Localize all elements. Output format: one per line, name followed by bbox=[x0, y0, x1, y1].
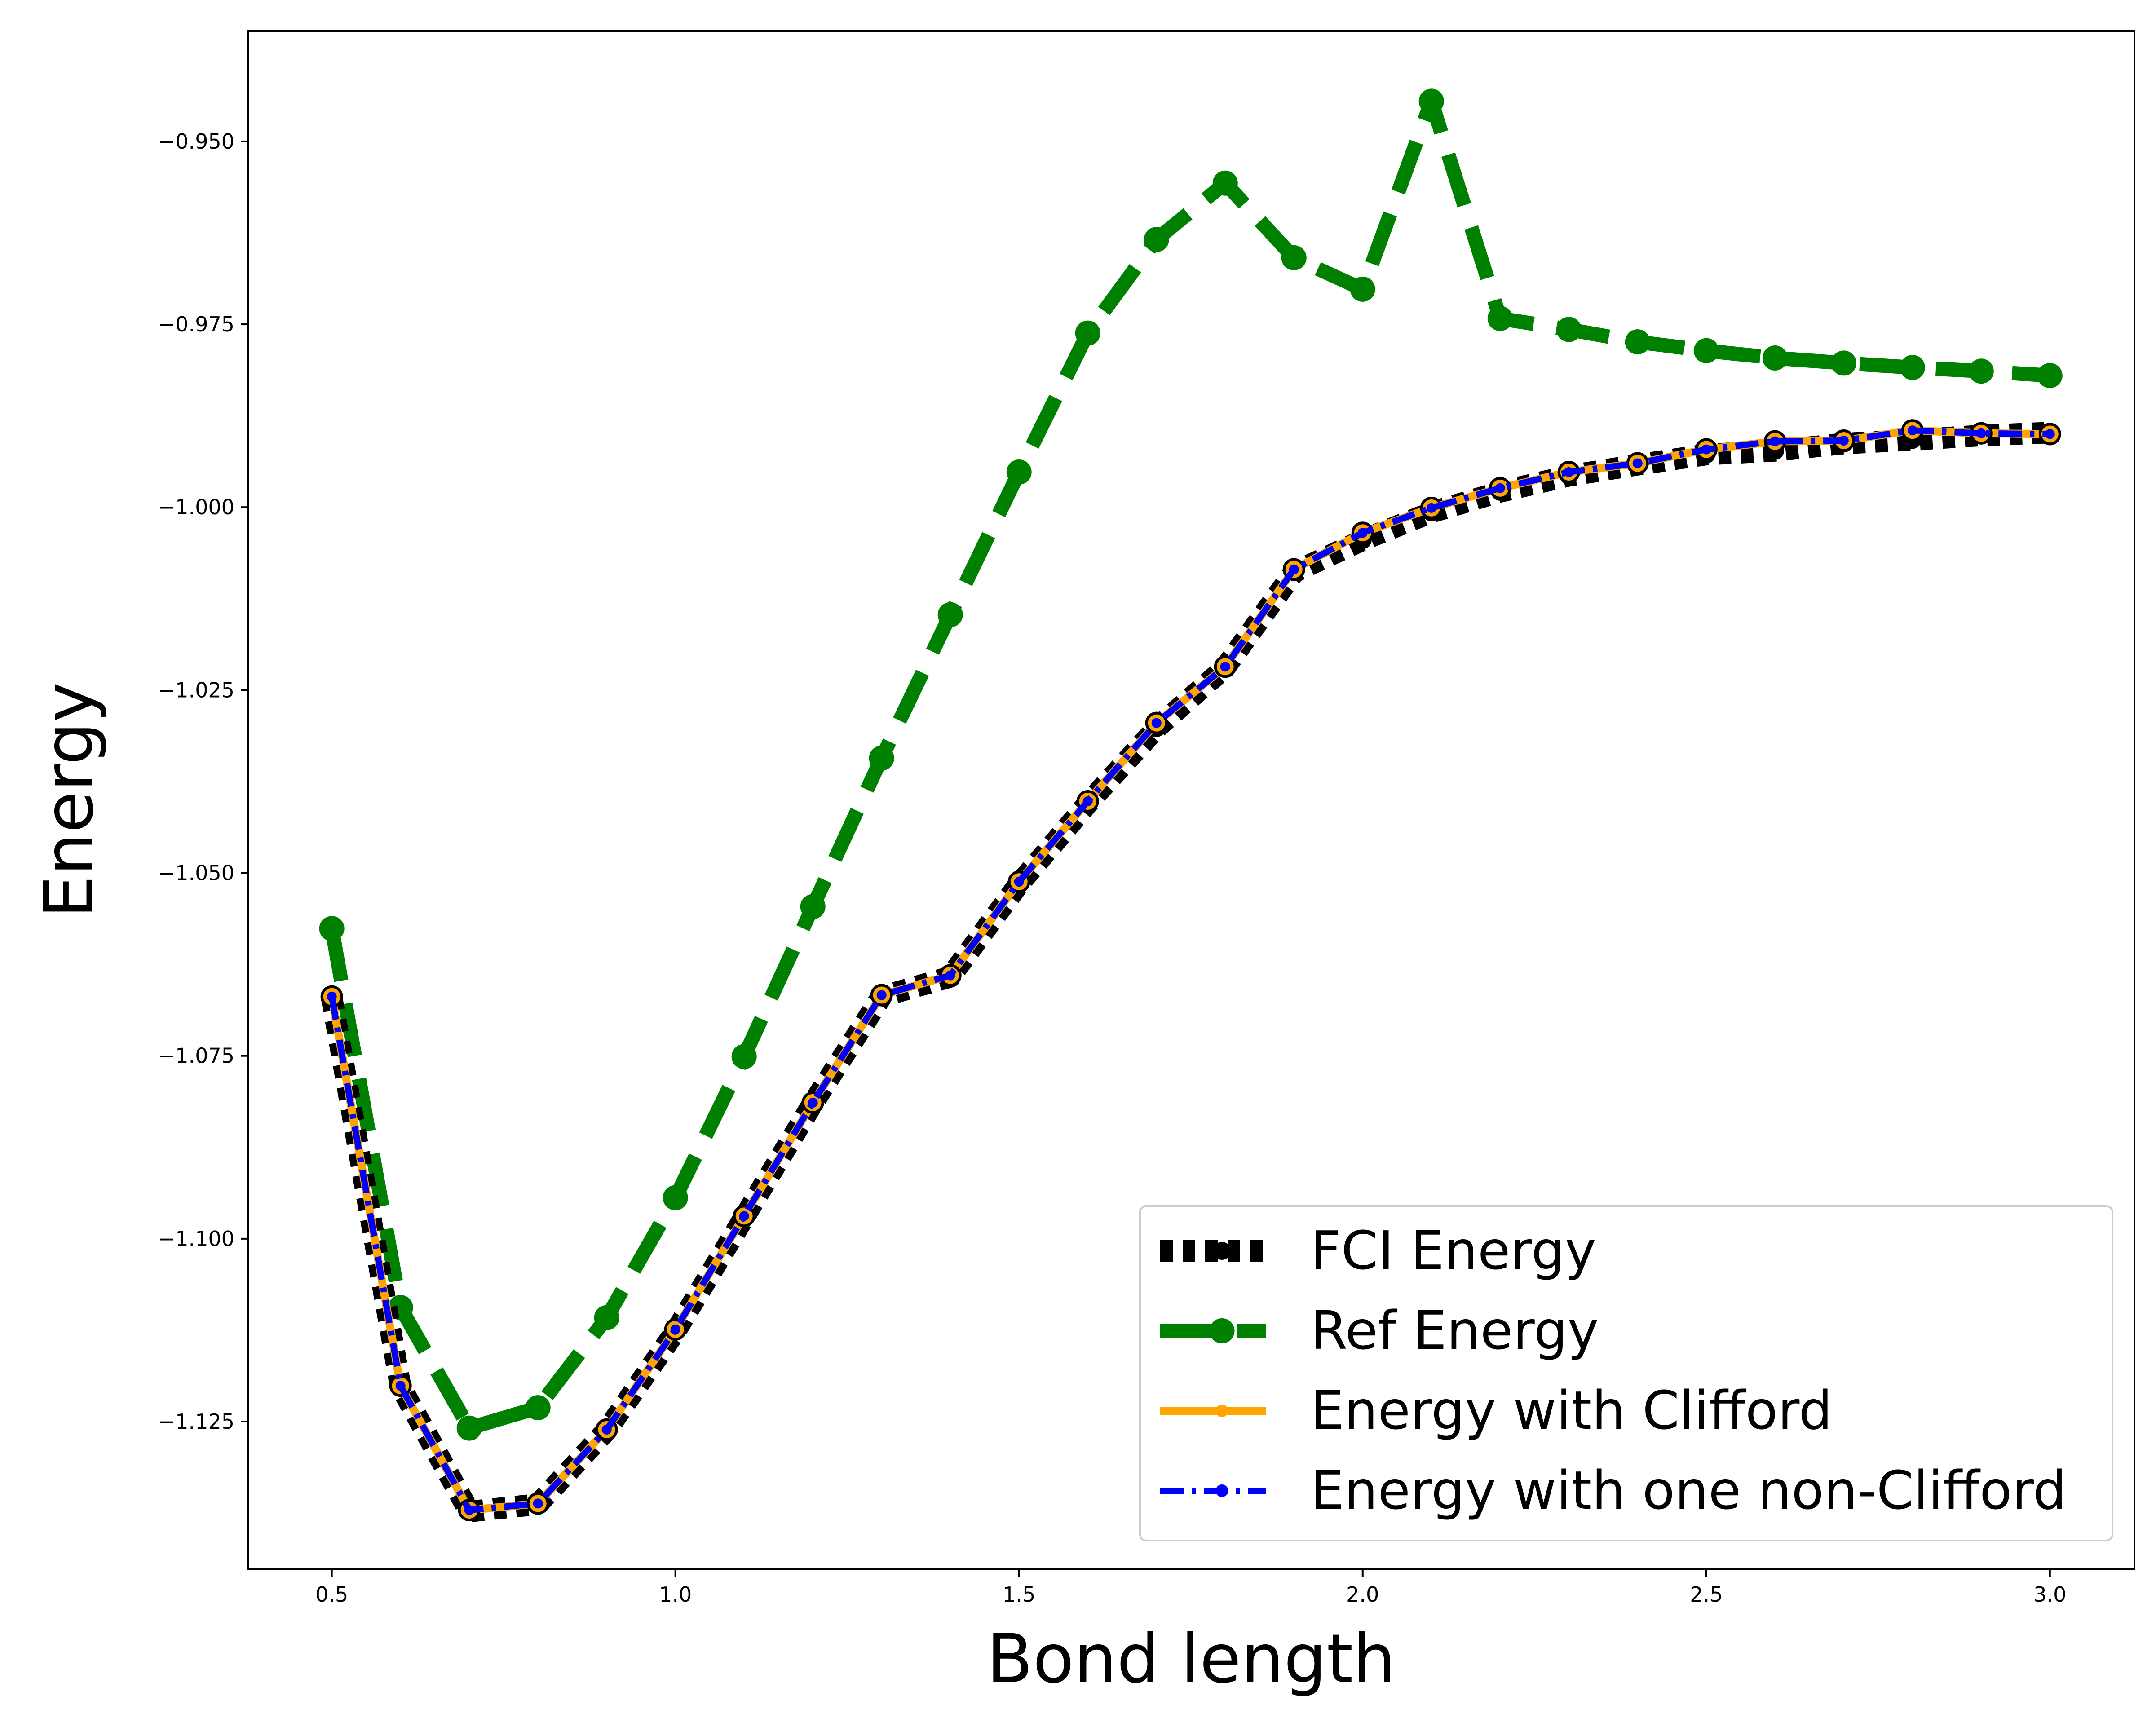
data-point bbox=[731, 1044, 757, 1069]
data-point bbox=[327, 991, 337, 1002]
x-tick-label: 2.0 bbox=[1346, 1582, 1379, 1607]
data-point bbox=[1281, 245, 1307, 270]
data-point bbox=[1968, 358, 1994, 384]
data-point bbox=[456, 1415, 482, 1441]
data-point bbox=[2045, 429, 2055, 439]
data-point bbox=[1762, 345, 1788, 371]
y-axis: −0.950 −0.975 −1.000 −1.025 −1.050 −1.075 −1.1… bbox=[158, 129, 248, 1434]
data-point bbox=[464, 1505, 474, 1515]
data-point bbox=[876, 990, 887, 1000]
data-point bbox=[1632, 458, 1643, 468]
x-tick-label: 1.0 bbox=[659, 1582, 692, 1607]
data-point bbox=[525, 1395, 551, 1421]
y-axis-title: Energy bbox=[30, 682, 108, 918]
data-point bbox=[1144, 227, 1169, 252]
x-axis-title: Bond length bbox=[987, 1620, 1396, 1698]
data-point bbox=[1831, 350, 1856, 376]
data-point bbox=[1701, 444, 1711, 455]
data-point bbox=[808, 1097, 818, 1108]
data-point bbox=[1426, 503, 1436, 513]
legend-label: Energy with Clifford bbox=[1311, 1379, 1832, 1441]
data-point bbox=[2037, 363, 2063, 389]
data-point bbox=[395, 1381, 406, 1391]
data-point bbox=[1220, 662, 1230, 672]
data-point bbox=[1357, 528, 1368, 538]
x-axis: 0.5 1.0 1.5 2.0 2.5 3.0 bbox=[315, 1569, 2066, 1607]
legend: FCI Energy Ref Energy Energy with Clifford… bbox=[1139, 1205, 2113, 1541]
data-point bbox=[319, 916, 345, 941]
data-point bbox=[1770, 436, 1780, 446]
y-tick-label: −0.950 bbox=[158, 129, 234, 154]
data-point bbox=[1976, 428, 1986, 438]
y-tick-label: −1.025 bbox=[158, 678, 234, 702]
data-point bbox=[1693, 338, 1719, 363]
series-energy-with-one-non-clifford bbox=[327, 425, 2055, 1515]
data-point bbox=[670, 1324, 680, 1334]
series-layer bbox=[319, 88, 2063, 1523]
data-point bbox=[1006, 459, 1032, 485]
y-tick-label: −1.050 bbox=[158, 861, 234, 885]
data-point bbox=[533, 1498, 543, 1509]
data-point bbox=[1014, 877, 1024, 887]
data-point bbox=[594, 1305, 619, 1330]
data-point bbox=[945, 970, 955, 981]
x-tick-label: 1.5 bbox=[1003, 1582, 1035, 1607]
legend-label: FCI Energy bbox=[1311, 1219, 1596, 1281]
data-point bbox=[1907, 425, 1917, 436]
data-point bbox=[739, 1211, 749, 1221]
y-tick-label: −1.100 bbox=[158, 1227, 234, 1251]
data-point bbox=[800, 894, 826, 919]
data-point bbox=[601, 1424, 612, 1435]
data-point bbox=[1900, 355, 1925, 380]
series-ref-energy bbox=[319, 88, 2063, 1441]
data-point bbox=[1487, 306, 1513, 331]
legend-box bbox=[1139, 1205, 2113, 1541]
plot-frame bbox=[247, 30, 2135, 1570]
data-point bbox=[1289, 564, 1299, 574]
legend-marker bbox=[1215, 1405, 1228, 1417]
legend-label: Energy with one non-Clifford bbox=[1311, 1459, 2067, 1521]
y-tick-label: −1.000 bbox=[158, 495, 234, 519]
data-point bbox=[1625, 329, 1650, 355]
data-point bbox=[1418, 88, 1444, 114]
data-point bbox=[1556, 317, 1582, 342]
data-point bbox=[1151, 718, 1162, 728]
data-point bbox=[1082, 796, 1093, 806]
y-tick-label: −1.075 bbox=[158, 1044, 234, 1068]
legend-label: Ref Energy bbox=[1311, 1299, 1599, 1361]
data-point bbox=[1564, 467, 1574, 477]
legend-marker bbox=[1209, 1318, 1235, 1343]
y-tick-label: −0.975 bbox=[158, 312, 234, 336]
data-point bbox=[869, 745, 894, 771]
series-line-ref-energy bbox=[324, 94, 2050, 1435]
data-point bbox=[1075, 320, 1100, 346]
legend-marker bbox=[1213, 1242, 1231, 1260]
x-tick-label: 0.5 bbox=[315, 1582, 348, 1607]
data-point bbox=[1838, 436, 1849, 446]
x-tick-label: 2.5 bbox=[1690, 1582, 1723, 1607]
data-point bbox=[1212, 170, 1238, 196]
data-point bbox=[937, 602, 963, 627]
data-point bbox=[1350, 276, 1375, 302]
legend-marker bbox=[1215, 1484, 1228, 1497]
data-point bbox=[1495, 483, 1505, 493]
data-point bbox=[663, 1185, 688, 1210]
y-tick-label: −1.125 bbox=[158, 1409, 234, 1434]
series-line-energy-with-one-non-clifford bbox=[328, 427, 2050, 1514]
x-tick-label: 3.0 bbox=[2033, 1582, 2066, 1607]
